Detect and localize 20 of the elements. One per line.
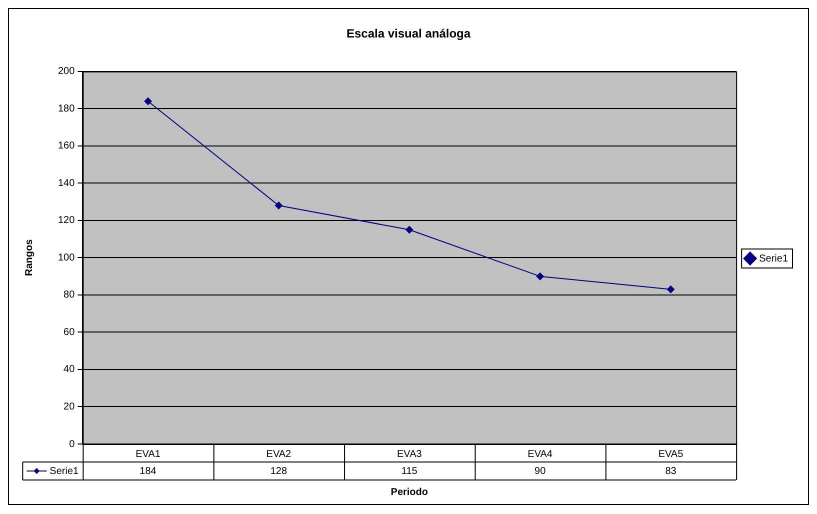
chart-title: Escala visual análoga [346, 26, 471, 41]
y-tick-label: 120 [58, 215, 76, 226]
x-axis-title: Periodo [390, 486, 428, 498]
y-tick-label: 140 [58, 178, 76, 189]
y-tick-label: 100 [58, 252, 76, 264]
x-tick-label: EVA5 [658, 448, 684, 460]
y-tick-label: 0 [69, 438, 76, 450]
x-tick-label: EVA3 [396, 448, 422, 460]
y-tick-label: 180 [58, 103, 76, 114]
y-tick-label: 20 [64, 401, 76, 412]
y-axis-title: Rangos [24, 238, 35, 276]
y-tick-label: 160 [58, 140, 76, 152]
y-tick-label: 80 [64, 290, 76, 301]
legend-label: Serie1 [759, 253, 788, 264]
x-tick-label: EVA2 [266, 448, 292, 460]
x-tick-label: EVA4 [528, 448, 553, 460]
y-tick-label: 200 [58, 66, 76, 78]
x-tick-label: EVA1 [136, 448, 161, 460]
y-tick-label: 60 [64, 326, 76, 338]
y-tick-label: 40 [64, 364, 76, 376]
